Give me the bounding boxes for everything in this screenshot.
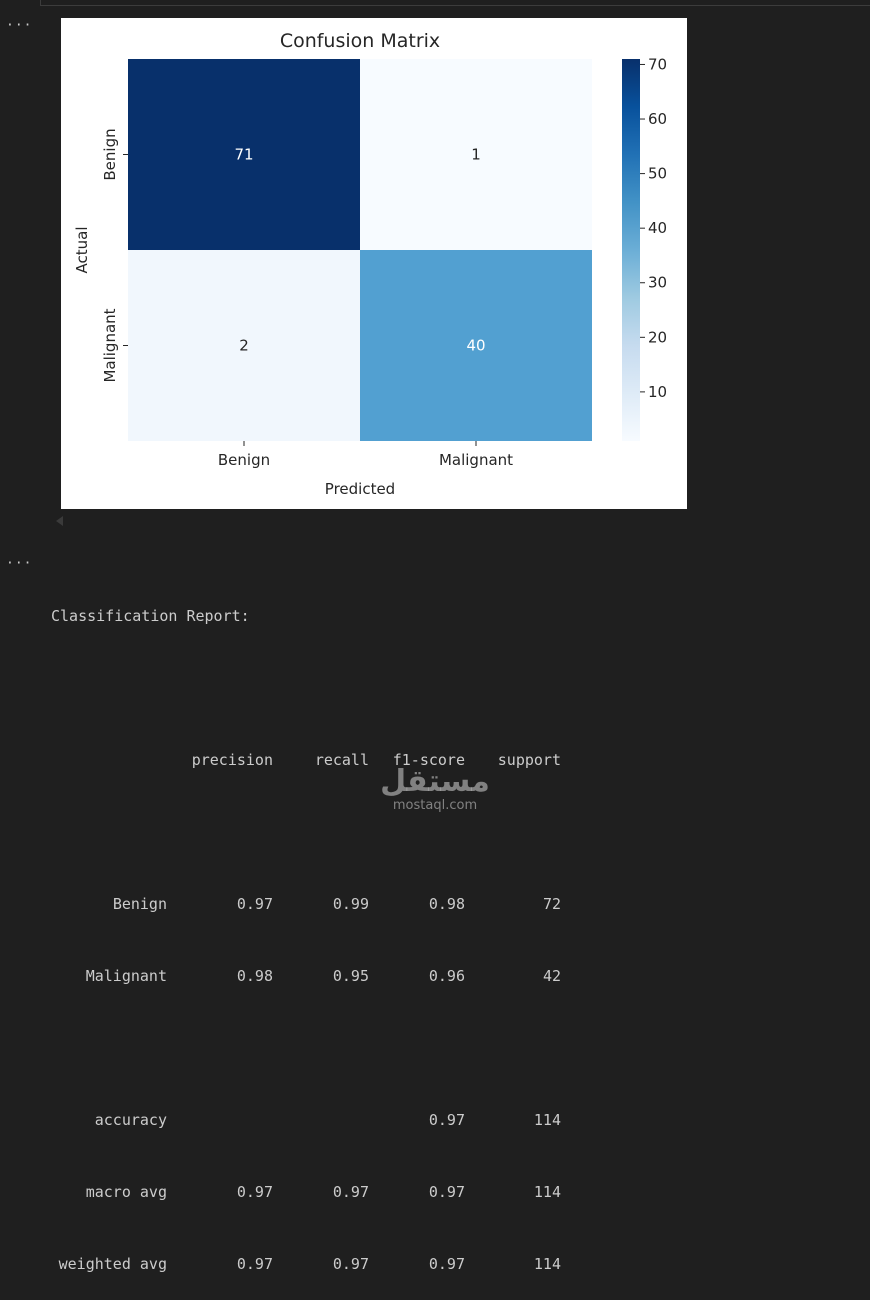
confusion-matrix-plot: 71 1 2 40 Confusion Matrix Benign Malignant Pre… xyxy=(61,18,687,509)
scroll-left-icon[interactable] xyxy=(56,516,63,526)
colorbar-tick-label: 60 xyxy=(648,110,667,128)
row-precision: 0.97 xyxy=(236,895,273,913)
row-support: 72 xyxy=(542,895,561,913)
row-f1: 0.98 xyxy=(428,895,465,913)
report-header-row: precision recall f1-score support xyxy=(51,748,561,772)
watermark-mark: مستقل xyxy=(380,764,490,799)
row-recall: 0.97 xyxy=(332,1183,369,1201)
output-menu-icon-2[interactable]: ··· xyxy=(6,556,33,571)
row-support: 114 xyxy=(533,1111,561,1129)
row-precision xyxy=(167,1108,273,1132)
heatmap-cell xyxy=(128,59,360,250)
row-support: 114 xyxy=(533,1183,561,1201)
confusion-matrix-svg: 71 1 2 40 Confusion Matrix Benign Malignant Pre… xyxy=(73,30,667,498)
colorbar-tick-label: 40 xyxy=(648,219,667,237)
row-label: macro avg xyxy=(85,1183,167,1201)
cell-annotation: 2 xyxy=(239,337,249,355)
col-support: support xyxy=(497,751,561,769)
heatmap-cell xyxy=(360,250,592,441)
watermark-logo: مستقل mostaql.com xyxy=(380,766,490,822)
report-row-macro-avg: macro avg 0.97 0.97 0.97 114 xyxy=(51,1180,561,1204)
row-recall: 0.97 xyxy=(332,1255,369,1273)
row-label: Malignant xyxy=(85,967,167,985)
chart-title: Confusion Matrix xyxy=(280,30,440,52)
row-precision: 0.98 xyxy=(236,967,273,985)
col-f1: f1-score xyxy=(392,751,465,769)
row-f1: 0.97 xyxy=(428,1111,465,1129)
report-row-weighted-avg: weighted avg 0.97 0.97 0.97 114 xyxy=(51,1252,561,1276)
report-heading-text: Classification Report: xyxy=(51,607,250,625)
report-row-accuracy: accuracy 0.97 114 xyxy=(51,1108,561,1132)
row-support: 42 xyxy=(542,967,561,985)
heatmap-cell xyxy=(128,250,360,441)
col-precision: precision xyxy=(191,751,273,769)
row-label: weighted avg xyxy=(58,1255,167,1273)
y-tick-label: Malignant xyxy=(101,308,119,382)
report-row-benign: Benign 0.97 0.99 0.98 72 xyxy=(51,892,561,916)
report-row-malignant: Malignant 0.98 0.95 0.96 42 xyxy=(51,964,561,988)
output-menu-icon[interactable]: ··· xyxy=(6,18,33,33)
x-tick-label: Malignant xyxy=(439,451,513,469)
colorbar-tick-label: 10 xyxy=(648,383,667,401)
row-support: 114 xyxy=(533,1255,561,1273)
colorbar-tick-label: 70 xyxy=(648,55,667,73)
previous-cell-border xyxy=(40,0,870,6)
colorbar-tick-label: 20 xyxy=(648,328,667,346)
colorbar xyxy=(622,59,640,441)
colorbar-tick-label: 30 xyxy=(648,274,667,292)
row-f1: 0.97 xyxy=(428,1183,465,1201)
classification-report: Classification Report: precision recall … xyxy=(51,556,561,1300)
cell-annotation: 40 xyxy=(466,337,485,355)
row-recall: 0.99 xyxy=(332,895,369,913)
row-precision: 0.97 xyxy=(236,1183,273,1201)
cell-annotation: 1 xyxy=(471,146,481,164)
cell-annotation: 71 xyxy=(234,146,253,164)
report-heading: Classification Report: xyxy=(51,604,561,628)
row-f1: 0.96 xyxy=(428,967,465,985)
y-axis-label: Actual xyxy=(73,227,91,274)
x-axis-label: Predicted xyxy=(325,480,395,498)
row-f1: 0.97 xyxy=(428,1255,465,1273)
y-tick-label: Benign xyxy=(101,128,119,180)
watermark-text: mostaql.com xyxy=(392,798,478,813)
heatmap-cell xyxy=(360,59,592,250)
x-tick-label: Benign xyxy=(218,451,270,469)
row-recall xyxy=(273,1108,369,1132)
col-recall: recall xyxy=(314,751,369,769)
row-recall: 0.95 xyxy=(332,967,369,985)
row-label: Benign xyxy=(112,895,167,913)
row-label: accuracy xyxy=(94,1111,167,1129)
colorbar-tick-label: 50 xyxy=(648,165,667,183)
row-precision: 0.97 xyxy=(236,1255,273,1273)
